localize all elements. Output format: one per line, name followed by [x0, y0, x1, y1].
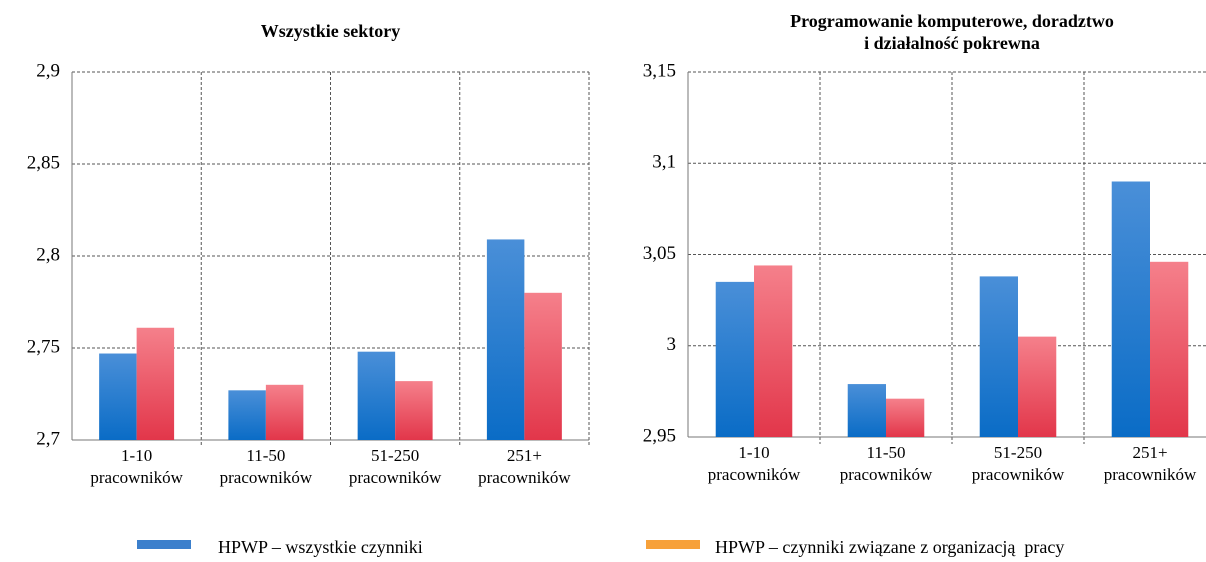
y-tick-label: 3,15 — [643, 60, 676, 81]
x-tick-label: 1-10 pracowników — [90, 446, 183, 487]
y-tick-label: 2,85 — [27, 152, 60, 173]
bar — [1111, 181, 1150, 437]
bar — [136, 327, 175, 440]
x-tick-label: 51-250 pracowników — [971, 443, 1065, 484]
chart-title: Wszystkie sektory — [260, 21, 401, 41]
legend-label: HPWP – czynniki związane z organizacją p… — [715, 537, 1064, 557]
bar — [99, 353, 137, 440]
y-tick-label: 3 — [667, 334, 677, 355]
y-tick-label: 2,7 — [36, 428, 60, 449]
chart-title: Programowanie komputerowe, doradztwo i d… — [790, 11, 1114, 53]
bar — [1150, 261, 1189, 437]
x-tick-label: 11-50 pracowników — [219, 446, 313, 487]
y-tick-label: 2,8 — [36, 244, 60, 265]
x-tick-label: 251+ pracowników — [478, 446, 571, 487]
y-tick-label: 2,75 — [27, 336, 60, 357]
x-tick-label: 1-10 pracowników — [707, 443, 801, 484]
bar — [395, 381, 433, 440]
bar — [715, 281, 754, 437]
bar — [524, 292, 562, 440]
x-tick-label: 11-50 pracowników — [839, 443, 933, 484]
x-tick-label: 251+ pracowników — [1103, 443, 1197, 484]
y-tick-label: 3,05 — [643, 243, 676, 264]
legend-swatch — [646, 540, 700, 549]
y-tick-label: 3,1 — [652, 152, 676, 173]
bar — [847, 384, 886, 437]
y-tick-label: 2,9 — [36, 60, 60, 81]
bar — [1018, 336, 1057, 437]
bar — [979, 276, 1018, 437]
legend-swatch — [137, 540, 191, 549]
bar — [228, 390, 266, 440]
legend-label: HPWP – wszystkie czynniki — [218, 537, 423, 557]
bar — [754, 265, 793, 437]
y-tick-label: 2,95 — [643, 425, 676, 446]
bar — [486, 239, 525, 440]
x-tick-label: 51-250 pracowników — [348, 446, 442, 487]
bar — [357, 351, 396, 440]
bar — [886, 398, 925, 437]
bar — [265, 384, 304, 440]
